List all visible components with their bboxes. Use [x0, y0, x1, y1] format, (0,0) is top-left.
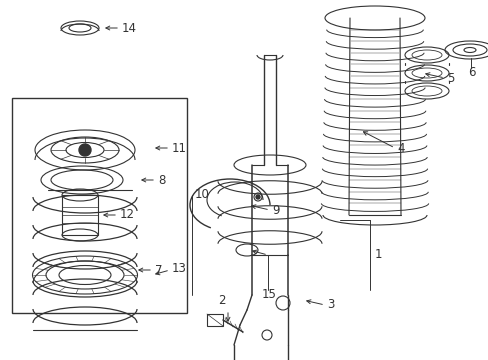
Text: 10: 10 — [195, 189, 209, 202]
Text: 15: 15 — [262, 288, 276, 302]
Text: 14: 14 — [122, 22, 137, 35]
Text: 9: 9 — [271, 203, 279, 216]
Text: 7: 7 — [155, 264, 162, 276]
Bar — [62, 195, 98, 235]
Text: 2: 2 — [218, 293, 225, 306]
Circle shape — [79, 144, 91, 156]
Text: 13: 13 — [172, 261, 186, 274]
Text: 5: 5 — [446, 72, 453, 85]
Text: 1: 1 — [374, 248, 382, 261]
Circle shape — [256, 195, 260, 199]
Text: 12: 12 — [120, 208, 135, 221]
Text: 6: 6 — [467, 66, 474, 78]
Text: 11: 11 — [172, 141, 186, 154]
Bar — [206, 314, 223, 326]
Text: 4: 4 — [396, 141, 404, 154]
Text: 3: 3 — [326, 298, 334, 311]
Bar — [12, 98, 186, 313]
Text: 8: 8 — [158, 174, 165, 186]
